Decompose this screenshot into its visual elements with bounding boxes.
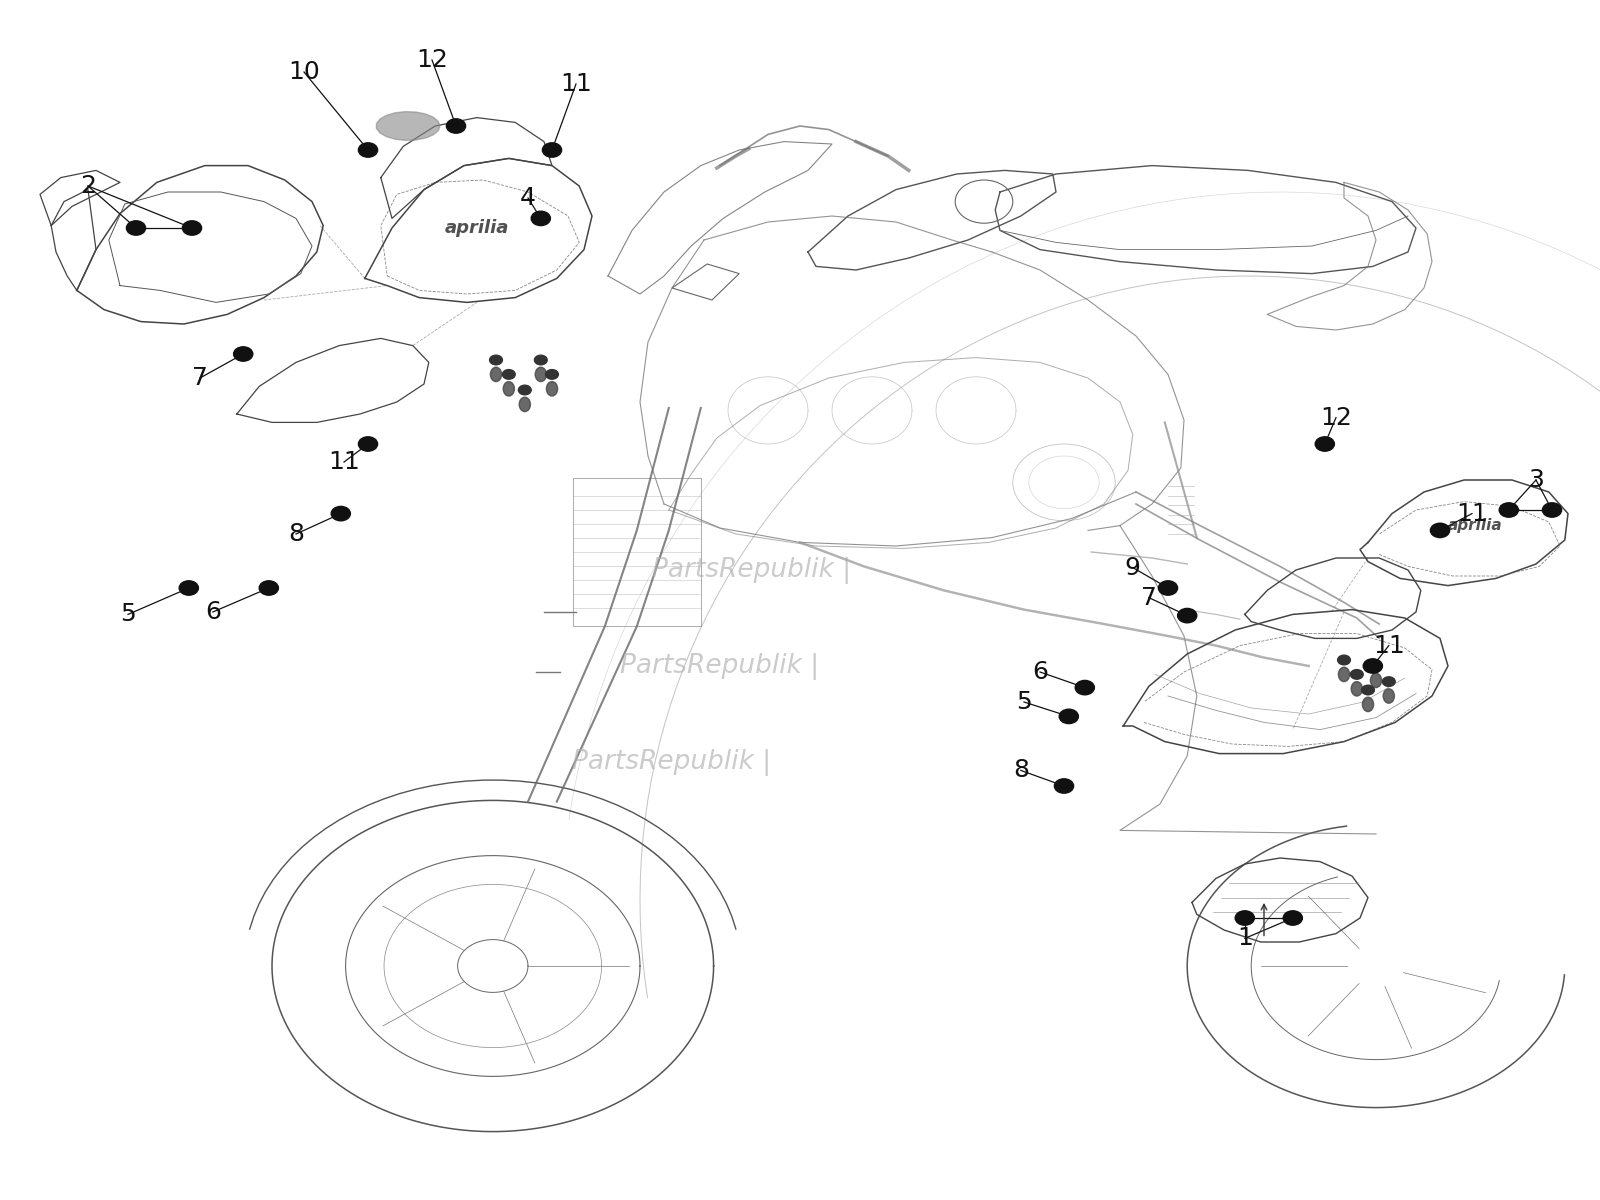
- Text: PartsRepublik |: PartsRepublik |: [653, 557, 851, 583]
- Text: 8: 8: [1013, 758, 1029, 782]
- Circle shape: [234, 347, 253, 361]
- Circle shape: [1054, 779, 1074, 793]
- Circle shape: [1315, 437, 1334, 451]
- Circle shape: [1542, 503, 1562, 517]
- Circle shape: [1075, 680, 1094, 695]
- Circle shape: [1363, 659, 1382, 673]
- Circle shape: [1370, 661, 1382, 671]
- Circle shape: [182, 221, 202, 235]
- Circle shape: [1499, 503, 1518, 517]
- Circle shape: [534, 355, 547, 365]
- Text: 7: 7: [192, 366, 208, 390]
- Text: 7: 7: [1141, 586, 1157, 610]
- Circle shape: [1350, 670, 1363, 679]
- Ellipse shape: [1370, 673, 1381, 688]
- Ellipse shape: [518, 397, 531, 412]
- Circle shape: [1178, 608, 1197, 623]
- Text: 10: 10: [288, 60, 320, 84]
- Text: 6: 6: [205, 600, 221, 624]
- Circle shape: [259, 581, 278, 595]
- Circle shape: [531, 211, 550, 226]
- Ellipse shape: [1338, 667, 1349, 682]
- Circle shape: [1430, 523, 1450, 538]
- Text: 11: 11: [1456, 502, 1488, 526]
- Ellipse shape: [1350, 682, 1362, 696]
- Circle shape: [518, 385, 531, 395]
- Circle shape: [1338, 655, 1350, 665]
- Text: 11: 11: [328, 450, 360, 474]
- Text: 12: 12: [416, 48, 448, 72]
- Circle shape: [179, 581, 198, 595]
- Circle shape: [1283, 911, 1302, 925]
- Circle shape: [358, 437, 378, 451]
- Text: 5: 5: [120, 602, 136, 626]
- Ellipse shape: [1382, 689, 1394, 703]
- Circle shape: [126, 221, 146, 235]
- Circle shape: [1382, 677, 1395, 686]
- Text: 12: 12: [1320, 406, 1352, 430]
- Text: aprilia: aprilia: [1448, 518, 1502, 533]
- Text: 5: 5: [1016, 690, 1032, 714]
- Circle shape: [546, 370, 558, 379]
- Text: 1: 1: [1237, 926, 1253, 950]
- Circle shape: [542, 143, 562, 157]
- Text: 4: 4: [520, 186, 536, 210]
- Circle shape: [1235, 911, 1254, 925]
- Circle shape: [1362, 685, 1374, 695]
- Circle shape: [1059, 709, 1078, 724]
- Text: aprilia: aprilia: [445, 218, 509, 236]
- Circle shape: [331, 506, 350, 521]
- Ellipse shape: [1363, 697, 1373, 712]
- Text: 2: 2: [80, 174, 96, 198]
- Circle shape: [446, 119, 466, 133]
- Text: PartsRepublik |: PartsRepublik |: [621, 653, 819, 679]
- Circle shape: [502, 370, 515, 379]
- Text: 3: 3: [1528, 468, 1544, 492]
- Text: 11: 11: [560, 72, 592, 96]
- Text: 11: 11: [1373, 634, 1405, 658]
- Ellipse shape: [534, 367, 547, 382]
- Circle shape: [490, 355, 502, 365]
- Polygon shape: [376, 112, 440, 140]
- Circle shape: [358, 143, 378, 157]
- Text: 8: 8: [288, 522, 304, 546]
- Ellipse shape: [490, 367, 502, 382]
- Ellipse shape: [502, 382, 515, 396]
- Text: 6: 6: [1032, 660, 1048, 684]
- Circle shape: [1158, 581, 1178, 595]
- Text: 9: 9: [1125, 556, 1141, 580]
- Ellipse shape: [546, 382, 558, 396]
- Text: PartsRepublik |: PartsRepublik |: [573, 749, 771, 775]
